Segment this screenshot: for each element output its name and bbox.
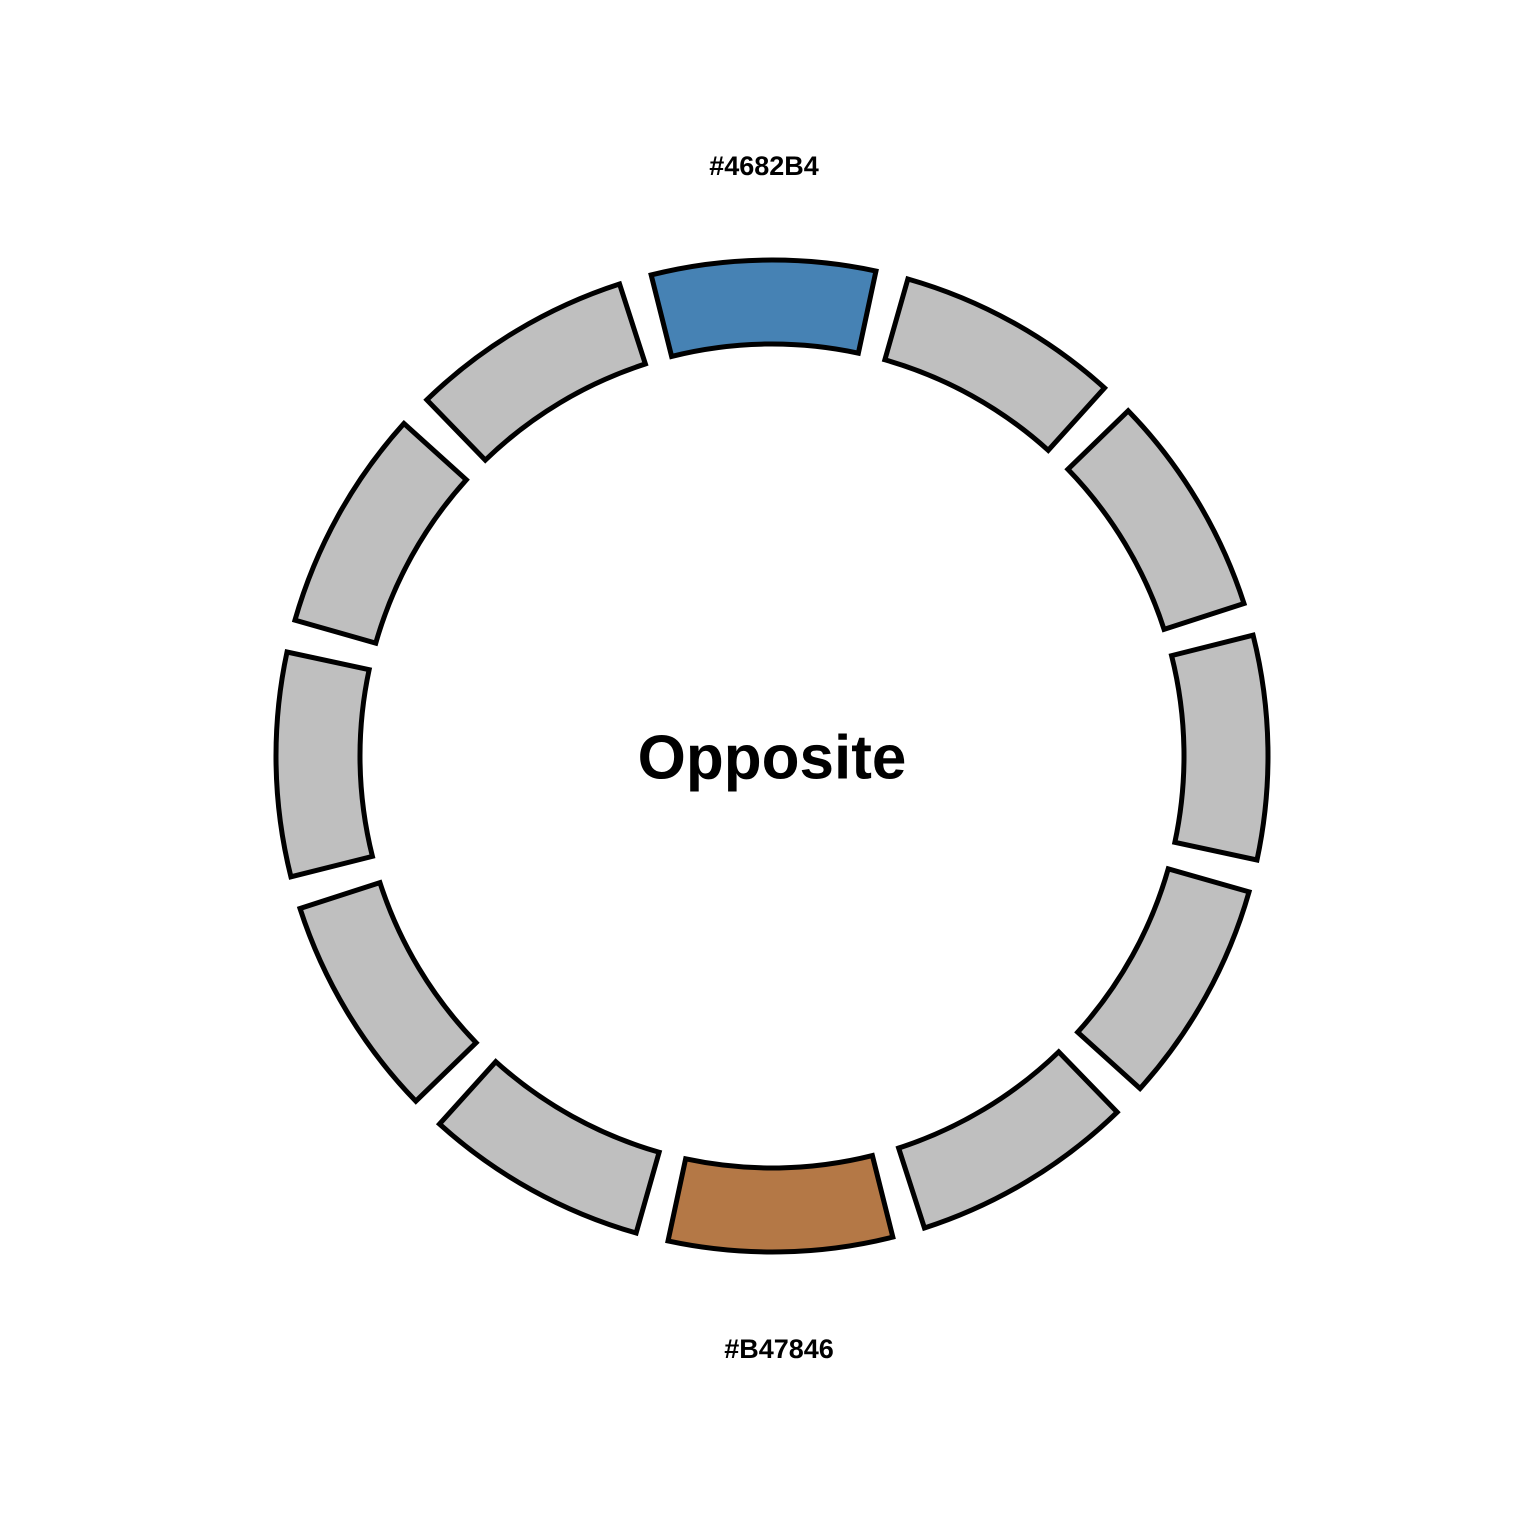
center-title: Opposite [638,724,907,793]
wheel-segment-6 [665,1152,896,1255]
primary-color-label: #4682B4 [709,151,819,181]
wheel-segments [273,257,1271,1255]
opposite-color-label: #B47846 [724,1334,834,1364]
wheel-segment-0 [648,257,879,360]
wheel-segment-4 [1074,865,1253,1093]
wheel-segment-11 [423,280,649,464]
wheel-segment-1 [881,275,1109,454]
wheel-segment-9 [273,649,376,880]
wheel-segment-5 [895,1048,1121,1232]
wheel-segment-8 [296,879,480,1105]
wheel-segment-2 [1064,407,1248,633]
wheel-segment-7 [435,1058,663,1237]
wheel-segment-10 [291,419,470,647]
wheel-segment-3 [1168,632,1271,863]
